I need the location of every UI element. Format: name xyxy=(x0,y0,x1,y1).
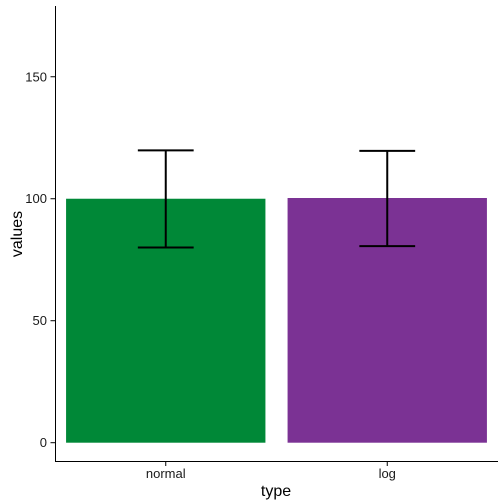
y-tick-label-150: 150 xyxy=(25,69,47,84)
x-ticks-layer: normal log xyxy=(146,461,396,481)
bars-layer xyxy=(66,198,487,443)
error-bars-layer xyxy=(137,149,416,249)
x-axis-title: type xyxy=(261,483,291,500)
y-tick-label-100: 100 xyxy=(25,191,47,206)
x-tick-label-log: log xyxy=(379,466,396,481)
y-ticks-layer: 0 50 100 150 xyxy=(25,69,55,450)
y-axis-title: values xyxy=(9,211,26,257)
y-tick-label-50: 50 xyxy=(33,313,47,328)
x-tick-label-normal: normal xyxy=(146,466,186,481)
y-tick-label-0: 0 xyxy=(40,435,47,450)
